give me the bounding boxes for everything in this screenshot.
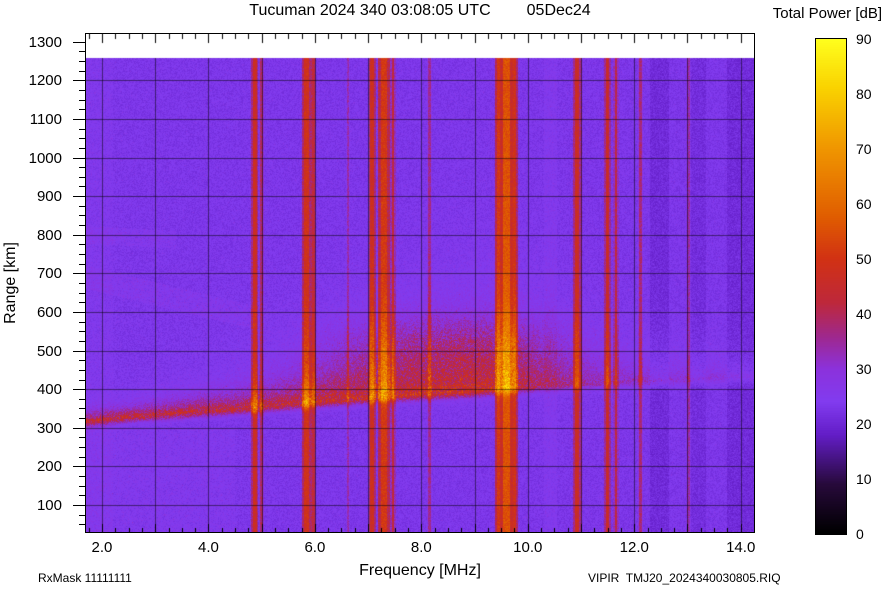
y-tick-label: 300 [18, 420, 62, 437]
y-tick-mark [73, 196, 85, 197]
y-minor-tick-mark [79, 360, 85, 361]
colorbar-tick-label: 80 [856, 86, 872, 102]
y-minor-tick-mark [79, 331, 85, 332]
y-tick-label: 1000 [18, 150, 62, 167]
title-station-time: Tucuman 2024 340 03:08:05 UTC [249, 2, 490, 20]
y-minor-tick-mark [79, 476, 85, 477]
y-minor-tick-mark [79, 90, 85, 91]
y-tick-mark [73, 273, 85, 274]
y-tick-mark [73, 389, 85, 390]
colorbar-tick-label: 70 [856, 141, 872, 157]
y-minor-tick-mark [79, 322, 85, 323]
y-minor-tick-mark [79, 206, 85, 207]
plot-frame [85, 33, 755, 533]
plot-title: Tucuman 2024 340 03:08:05 UTC 05Dec24 [85, 2, 755, 20]
y-minor-tick-mark [79, 71, 85, 72]
colorbar-tick-label: 90 [856, 31, 872, 47]
y-minor-tick-mark [79, 109, 85, 110]
x-tick-label: 14.0 [726, 539, 755, 556]
y-minor-tick-mark [79, 129, 85, 130]
y-tick-label: 400 [18, 381, 62, 398]
x-tick-label: 2.0 [92, 539, 113, 556]
y-minor-tick-mark [79, 515, 85, 516]
y-tick-label: 1100 [18, 111, 62, 128]
y-tick-label: 500 [18, 343, 62, 360]
y-tick-label: 800 [18, 227, 62, 244]
y-minor-tick-mark [79, 61, 85, 62]
y-minor-tick-mark [79, 486, 85, 487]
y-minor-tick-mark [79, 418, 85, 419]
colorbar-title: Total Power [dB] [742, 5, 882, 22]
y-minor-tick-mark [79, 100, 85, 101]
y-minor-tick-mark [79, 495, 85, 496]
y-tick-mark [73, 505, 85, 506]
y-minor-tick-mark [79, 370, 85, 371]
colorbar-tick-label: 20 [856, 416, 872, 432]
y-minor-tick-mark [79, 254, 85, 255]
title-date: 05Dec24 [527, 2, 591, 20]
heatmap-canvas [86, 34, 754, 532]
y-minor-tick-mark [79, 51, 85, 52]
colorbar [815, 38, 847, 535]
y-tick-label: 1200 [18, 72, 62, 89]
y-minor-tick-mark [79, 215, 85, 216]
colorbar-tick-label: 50 [856, 251, 872, 267]
y-minor-tick-mark [79, 457, 85, 458]
y-tick-mark [73, 351, 85, 352]
x-tick-label: 6.0 [304, 539, 325, 556]
colorbar-tick-label: 30 [856, 361, 872, 377]
y-minor-tick-mark [79, 447, 85, 448]
colorbar-tick-label: 40 [856, 306, 872, 322]
x-tick-label: 8.0 [411, 539, 432, 556]
y-minor-tick-mark [79, 264, 85, 265]
filename-text: VIPIR TMJ20_2024340030805.RIQ [588, 571, 781, 585]
y-tick-mark [73, 42, 85, 43]
y-minor-tick-mark [79, 225, 85, 226]
colorbar-tick-label: 10 [856, 471, 872, 487]
y-minor-tick-mark [79, 167, 85, 168]
y-tick-mark [73, 312, 85, 313]
y-minor-tick-mark [79, 244, 85, 245]
y-tick-label: 700 [18, 265, 62, 282]
y-minor-tick-mark [79, 177, 85, 178]
ionogram-screenshot: Tucuman 2024 340 03:08:05 UTC 05Dec24 To… [0, 0, 884, 595]
x-tick-label: 4.0 [198, 539, 219, 556]
y-minor-tick-mark [79, 138, 85, 139]
y-tick-mark [73, 80, 85, 81]
y-minor-tick-mark [79, 283, 85, 284]
x-tick-label: 12.0 [620, 539, 649, 556]
y-minor-tick-mark [79, 399, 85, 400]
y-minor-tick-mark [79, 437, 85, 438]
colorbar-tick-label: 0 [856, 526, 864, 542]
rxmask-text: RxMask 11111111 [38, 571, 132, 585]
y-tick-mark [73, 158, 85, 159]
y-tick-mark [73, 235, 85, 236]
colorbar-tick-label: 60 [856, 196, 872, 212]
y-minor-tick-mark [79, 408, 85, 409]
y-tick-label: 200 [18, 458, 62, 475]
y-tick-mark [73, 466, 85, 467]
y-tick-label: 100 [18, 497, 62, 514]
y-minor-tick-mark [79, 148, 85, 149]
y-minor-tick-mark [79, 186, 85, 187]
y-minor-tick-mark [79, 302, 85, 303]
y-tick-mark [73, 428, 85, 429]
y-tick-label: 1300 [18, 34, 62, 51]
y-minor-tick-mark [79, 380, 85, 381]
y-minor-tick-mark [79, 293, 85, 294]
y-minor-tick-mark [79, 341, 85, 342]
y-tick-mark [73, 119, 85, 120]
y-tick-label: 600 [18, 304, 62, 321]
x-tick-label: 10.0 [513, 539, 542, 556]
y-tick-label: 900 [18, 188, 62, 205]
y-minor-tick-mark [79, 524, 85, 525]
